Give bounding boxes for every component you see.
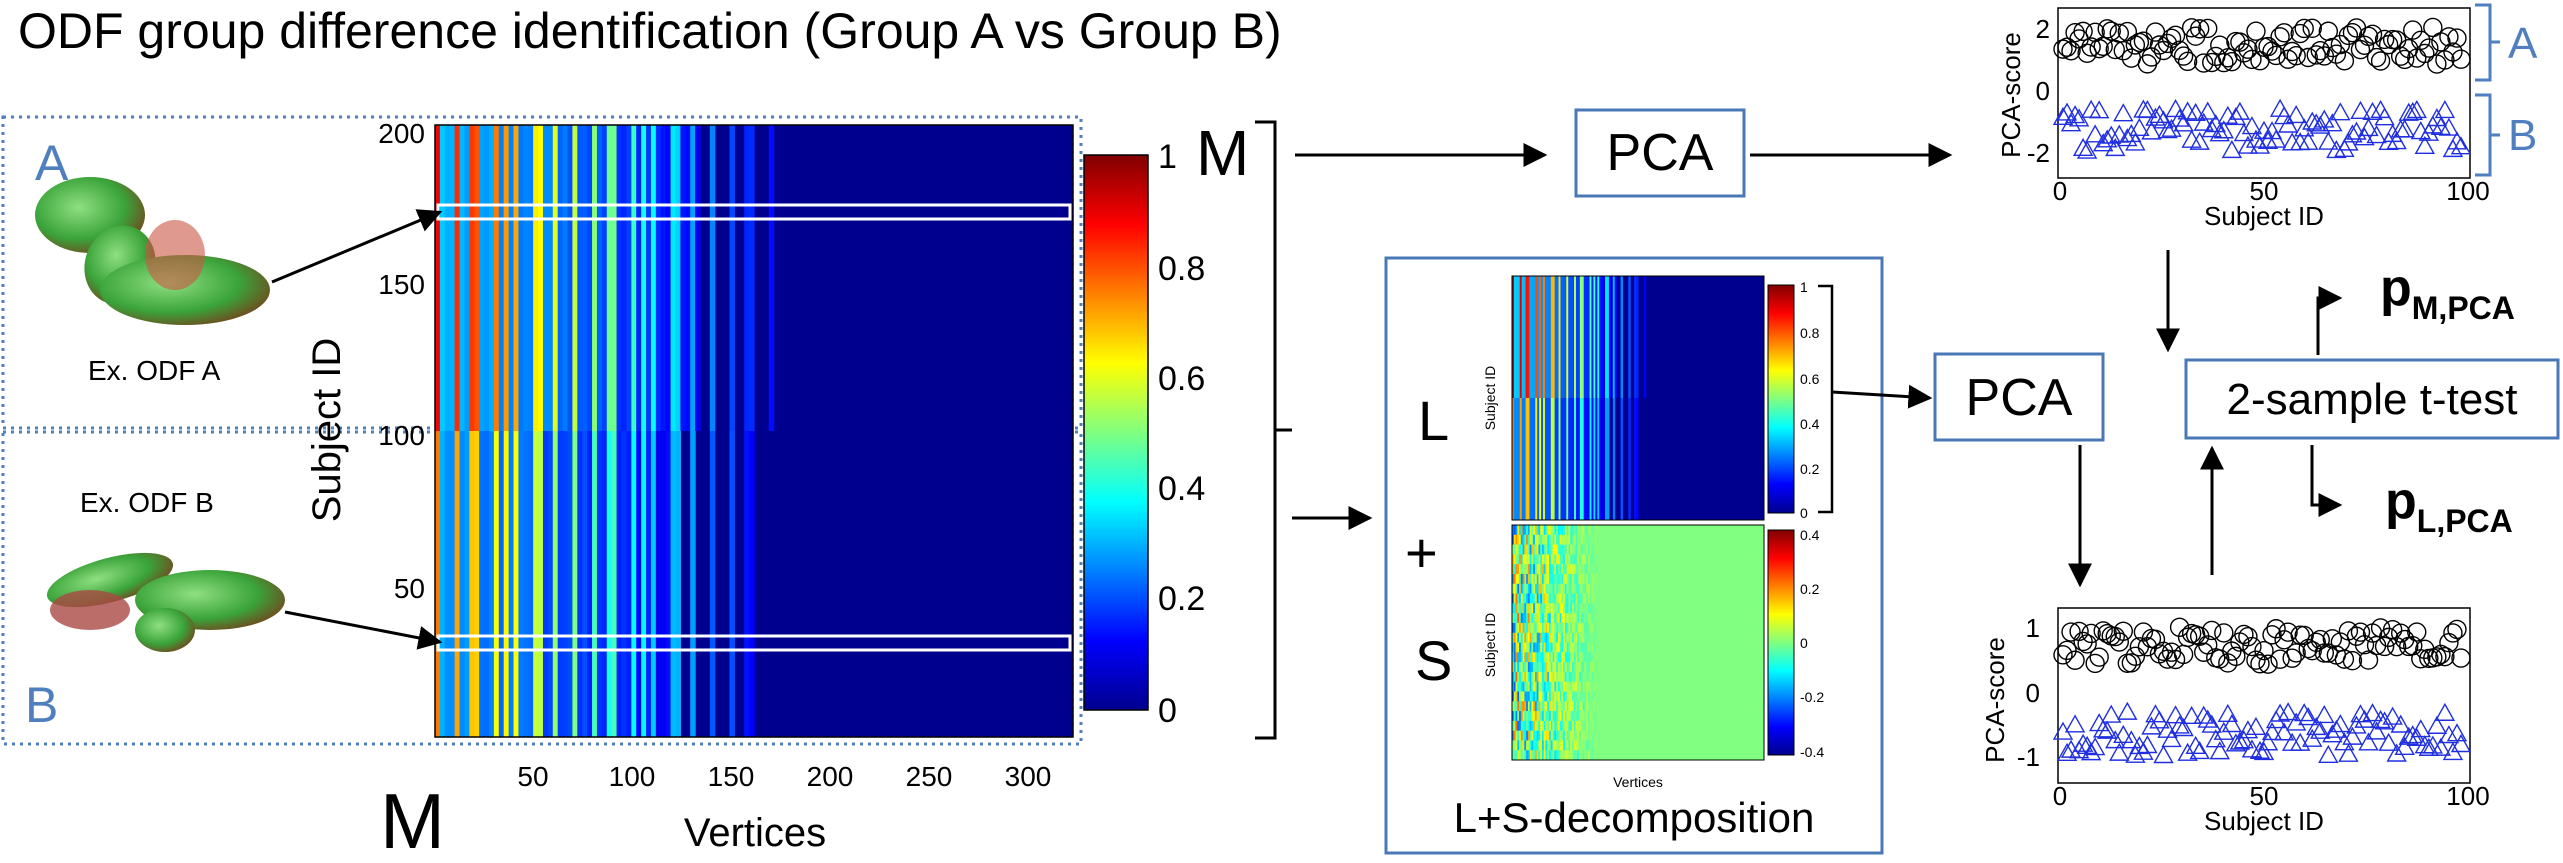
main-ylabel: Subject ID xyxy=(305,338,349,523)
odf-glyph-b xyxy=(46,552,285,652)
pca-mid-box xyxy=(1933,352,2105,442)
odf-a-caption: Ex. ODF A xyxy=(88,355,221,386)
bot-xlabel: Subject ID xyxy=(2204,806,2324,836)
l-cbar-04: 0.4 xyxy=(1800,416,1820,432)
arrow-l-to-pca xyxy=(1831,384,1933,409)
top-xtick-0: 0 xyxy=(2053,176,2067,206)
brace-b-label: B xyxy=(2508,111,2537,160)
arrow-odf-a xyxy=(271,209,443,284)
decomp-plus: + xyxy=(1405,521,1438,584)
pca-top-box xyxy=(1574,108,1746,198)
main-ytick-200: 200 xyxy=(378,118,425,149)
arrow-to-pl xyxy=(2310,445,2343,517)
top-ytick-2: 2 xyxy=(2036,14,2050,44)
main-m-label: M xyxy=(1196,117,1249,189)
pca-top-label: PCA xyxy=(1607,124,1714,182)
main-cbar-08: 0.8 xyxy=(1158,250,1205,288)
top-xlabel: Subject ID xyxy=(2204,201,2324,231)
l-ylabel: Subject ID xyxy=(1482,366,1498,431)
top-ylabel: PCA-score xyxy=(1996,32,2026,158)
top-ytick-0: 0 xyxy=(2036,76,2050,106)
main-cbar-02: 0.2 xyxy=(1158,580,1205,618)
s-heatmap xyxy=(1511,524,1765,761)
odf-glyph-a xyxy=(35,177,270,325)
top-xtick-50: 50 xyxy=(2250,176,2279,206)
main-cbar-1: 1 xyxy=(1158,138,1177,176)
main-ytick-100: 100 xyxy=(378,420,425,451)
s-xlabel: Vertices xyxy=(1613,774,1663,790)
group-a-letter: A xyxy=(35,135,69,191)
decomp-l: L xyxy=(1418,389,1449,452)
bot-ytick-1: 1 xyxy=(2026,613,2040,643)
l-cbar-02: 0.2 xyxy=(1800,461,1820,477)
s-ylabel: Subject ID xyxy=(1482,613,1498,678)
main-cbar-04: 0.4 xyxy=(1158,470,1205,508)
p-l-value: pL,PCA xyxy=(2385,472,2513,539)
p-m-value: pM,PCA xyxy=(2380,259,2515,326)
l-cbar-1: 1 xyxy=(1800,279,1808,295)
bot-ytick-0: 0 xyxy=(2026,678,2040,708)
main-xtick-300: 300 xyxy=(1005,761,1052,792)
top-ytick-m2: -2 xyxy=(2027,138,2050,168)
main-cbar-0: 0 xyxy=(1158,692,1177,730)
arrow-odf-b xyxy=(284,610,443,650)
main-colorbar xyxy=(1083,154,1149,711)
main-xtick-100: 100 xyxy=(609,761,656,792)
main-xtick-50: 50 xyxy=(517,761,548,792)
group-b-letter: B xyxy=(25,677,58,733)
decomp-caption: L+S-decomposition xyxy=(1454,794,1815,841)
bracket-m xyxy=(1255,120,1277,740)
main-ytick-150: 150 xyxy=(378,269,425,300)
main-xlabel: Vertices xyxy=(684,811,826,855)
top-xtick-100: 100 xyxy=(2446,176,2489,206)
bot-xtick-50: 50 xyxy=(2250,781,2279,811)
s-cbar-0: 0 xyxy=(1800,635,1808,651)
main-xtick-250: 250 xyxy=(906,761,953,792)
s-cbar-02: 0.2 xyxy=(1800,581,1820,597)
l-colorbar xyxy=(1767,284,1795,514)
brace-a-label: A xyxy=(2508,19,2538,68)
l-cbar-0: 0 xyxy=(1800,505,1808,521)
l-heatmap xyxy=(1511,275,1765,521)
main-heatmap xyxy=(434,124,1074,738)
s-colorbar xyxy=(1767,529,1795,756)
l-cbar-06: 0.6 xyxy=(1800,371,1820,387)
arrow-to-pm xyxy=(2316,286,2343,355)
odf-b-caption: Ex. ODF B xyxy=(80,487,214,518)
main-big-m: M xyxy=(380,777,445,858)
scatter-bottom xyxy=(2052,607,2472,784)
s-cbar-m04: -0.4 xyxy=(1800,744,1824,760)
decomp-s: S xyxy=(1415,629,1452,692)
main-xtick-200: 200 xyxy=(807,761,854,792)
bot-xtick-100: 100 xyxy=(2446,781,2489,811)
main-cbar-06: 0.6 xyxy=(1158,360,1205,398)
main-ytick-50: 50 xyxy=(394,573,425,604)
main-xtick-150: 150 xyxy=(708,761,755,792)
bot-ytick-m1: -1 xyxy=(2017,742,2040,772)
scatter-top xyxy=(2052,7,2472,179)
pca-mid-label: PCA xyxy=(1966,369,2073,427)
ttest-label: 2-sample t-test xyxy=(2227,375,2518,424)
brace-a xyxy=(2475,3,2500,82)
bot-xtick-0: 0 xyxy=(2053,781,2067,811)
s-cbar-04: 0.4 xyxy=(1800,527,1820,543)
s-cbar-m02: -0.2 xyxy=(1800,689,1824,705)
figure-title: ODF group difference identification (Gro… xyxy=(18,3,1282,59)
ttest-box xyxy=(2184,358,2560,440)
brace-b xyxy=(2475,93,2500,177)
bot-ylabel: PCA-score xyxy=(1980,637,2010,763)
l-cbar-08: 0.8 xyxy=(1800,325,1820,341)
bracket-l xyxy=(1818,284,1834,514)
